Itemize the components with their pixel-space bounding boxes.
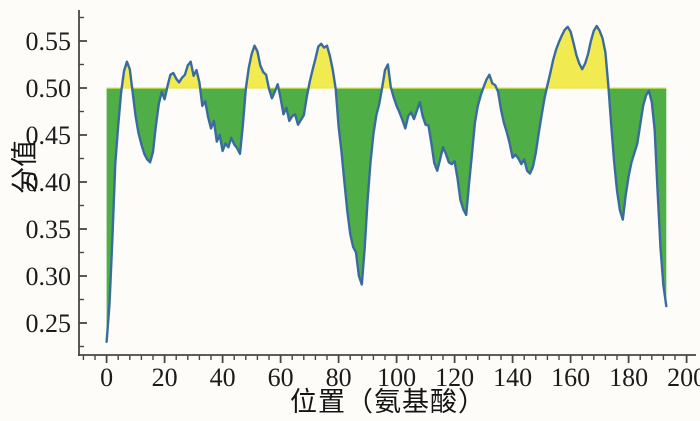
y-tick-label: 0.45: [26, 121, 72, 150]
y-tick-label: 0.55: [26, 27, 72, 56]
fill-below-baseline: [608, 88, 667, 307]
x-tick-label: 200: [667, 363, 700, 392]
x-tick-label: 20: [152, 363, 178, 392]
y-tick-label: 0.30: [26, 262, 72, 291]
x-tick-label: 180: [609, 363, 648, 392]
x-tick-label: 60: [268, 363, 294, 392]
fill-above-baseline: [121, 61, 133, 88]
fill-below-baseline: [335, 88, 383, 285]
x-tick-label: 80: [326, 363, 352, 392]
y-tick-label: 0.25: [26, 309, 72, 338]
x-tick-label: 100: [377, 363, 416, 392]
fill-above-baseline: [382, 64, 392, 88]
fill-below-baseline: [496, 88, 547, 174]
y-tick-label: 0.35: [26, 215, 72, 244]
x-tick-label: 40: [210, 363, 236, 392]
x-tick-label: 140: [493, 363, 532, 392]
y-tick-label: 0.50: [26, 74, 72, 103]
x-tick-label: 0: [100, 363, 113, 392]
y-tick-label: 0.40: [26, 168, 72, 197]
y-axis-label: 分值: [10, 139, 41, 194]
x-axis-label: 位置（氨基酸）: [290, 387, 486, 417]
fill-below-baseline: [391, 88, 484, 215]
fill-above-baseline: [546, 26, 609, 88]
x-tick-label: 120: [435, 363, 474, 392]
fill-below-baseline: [278, 88, 309, 125]
x-tick-label: 160: [551, 363, 590, 392]
score-curve: [105, 24, 668, 343]
fill-below-baseline: [200, 88, 246, 154]
